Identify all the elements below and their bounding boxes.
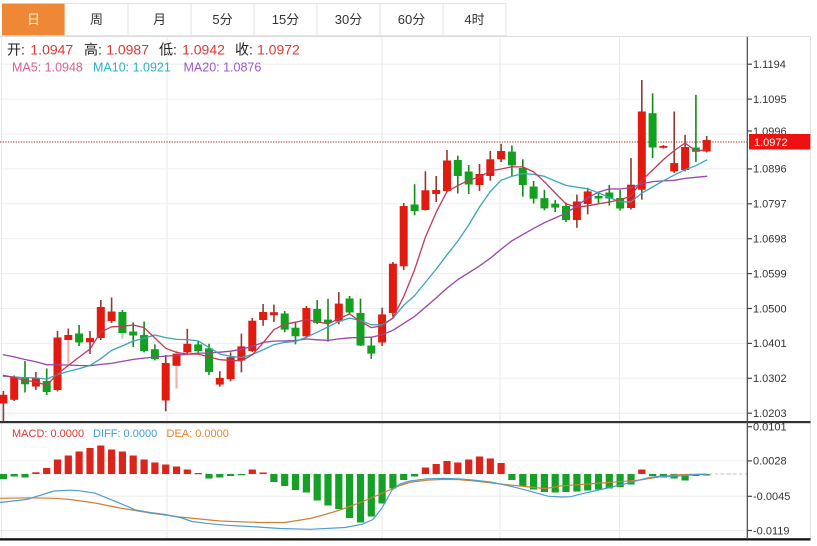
svg-text:5分: 5分	[212, 12, 232, 27]
svg-text:1.0203: 1.0203	[753, 408, 787, 420]
svg-text:1.1095: 1.1095	[753, 94, 787, 106]
svg-text:月: 月	[153, 12, 166, 27]
svg-text:60分: 60分	[398, 12, 425, 27]
svg-text:周: 周	[90, 12, 103, 27]
svg-text:1.0401: 1.0401	[753, 338, 787, 350]
svg-text:15分: 15分	[272, 12, 299, 27]
svg-text:1.0972: 1.0972	[754, 137, 788, 149]
svg-text:4时: 4时	[464, 12, 484, 27]
svg-text:日: 日	[27, 12, 40, 27]
svg-text:0.0028: 0.0028	[753, 456, 787, 468]
svg-text:1.0896: 1.0896	[753, 164, 787, 176]
svg-text:1.0500: 1.0500	[753, 303, 787, 315]
svg-text:1.0797: 1.0797	[753, 199, 787, 211]
svg-text:30分: 30分	[335, 12, 362, 27]
svg-text:1.0302: 1.0302	[753, 373, 787, 385]
svg-text:-0.0045: -0.0045	[753, 491, 790, 503]
svg-text:-0.0119: -0.0119	[753, 525, 790, 537]
svg-text:1.0698: 1.0698	[753, 234, 787, 246]
svg-text:1.1194: 1.1194	[753, 59, 786, 71]
svg-text:0.0101: 0.0101	[753, 422, 787, 434]
svg-text:1.0599: 1.0599	[753, 268, 787, 280]
